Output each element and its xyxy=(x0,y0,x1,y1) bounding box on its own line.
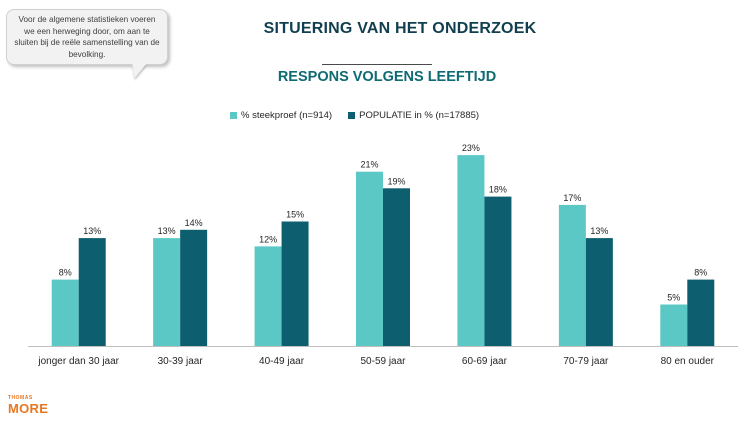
data-label-steekproef: 12% xyxy=(259,234,277,244)
x-tick-label: 60-69 jaar xyxy=(462,356,508,367)
data-label-steekproef: 8% xyxy=(59,268,72,278)
data-label-populatie: 15% xyxy=(286,210,304,220)
chart-legend: % steekproef (n=914) POPULATIE in % (n=1… xyxy=(230,108,495,122)
legend-label-populatie: POPULATIE in % (n=17885) xyxy=(359,109,480,121)
bar-steekproef xyxy=(254,246,282,346)
data-label-steekproef: 5% xyxy=(667,293,680,303)
legend-item-populatie: POPULATIE in % (n=17885) xyxy=(348,110,479,121)
x-tick-label: 30-39 jaar xyxy=(158,356,204,367)
bar-steekproef xyxy=(356,171,383,346)
page-title: SITUERING VAN HET ONDERZOEK xyxy=(263,20,537,37)
x-tick-label: 40-49 jaar xyxy=(259,356,305,367)
chart-subtitle: RESPONS VOLGENS LEEFTIJD xyxy=(277,69,497,85)
bar-populatie xyxy=(281,221,309,346)
legend-label-steekproef: % steekproef (n=914) xyxy=(241,109,333,121)
logo-main-text: MORE xyxy=(8,401,49,416)
bar-populatie xyxy=(585,238,613,346)
bar-steekproef xyxy=(660,304,688,346)
bar-steekproef xyxy=(51,279,79,346)
bar-steekproef xyxy=(558,204,586,346)
x-tick-label: 80 en ouder xyxy=(661,356,715,367)
logo-top-text: THOMAS xyxy=(8,395,33,401)
bar-populatie xyxy=(383,188,410,346)
data-label-populatie: 8% xyxy=(694,268,707,278)
thomas-more-logo: THOMAS MORE xyxy=(8,395,49,416)
legend-swatch-steekproef xyxy=(230,111,237,119)
data-label-steekproef: 21% xyxy=(360,160,378,170)
note-callout-text: Voor de algemene statistieken voeren we … xyxy=(14,15,160,59)
bar-populatie xyxy=(78,238,106,346)
bar-populatie xyxy=(484,196,512,346)
data-label-populatie: 13% xyxy=(83,226,101,236)
x-tick-label: 70-79 jaar xyxy=(563,356,609,367)
data-label-steekproef: 17% xyxy=(563,193,581,203)
bar-populatie xyxy=(687,279,715,346)
x-tick-label: jonger dan 30 jaar xyxy=(37,356,119,367)
data-label-populatie: 14% xyxy=(185,218,203,228)
data-label-populatie: 18% xyxy=(489,185,507,195)
bar-populatie xyxy=(180,229,208,346)
x-tick-label: 50-59 jaar xyxy=(360,356,406,367)
data-label-populatie: 19% xyxy=(387,176,405,186)
data-label-populatie: 13% xyxy=(590,226,608,236)
data-label-steekproef: 13% xyxy=(158,226,176,236)
legend-item-steekproef: % steekproef (n=914) xyxy=(230,110,332,121)
subtitle-divider xyxy=(322,64,432,65)
bar-steekproef xyxy=(153,238,181,346)
bar-steekproef xyxy=(457,155,485,346)
note-callout: Voor de algemene statistieken voeren we … xyxy=(6,9,168,65)
legend-swatch-populatie xyxy=(348,111,356,119)
data-label-steekproef: 23% xyxy=(462,143,480,153)
